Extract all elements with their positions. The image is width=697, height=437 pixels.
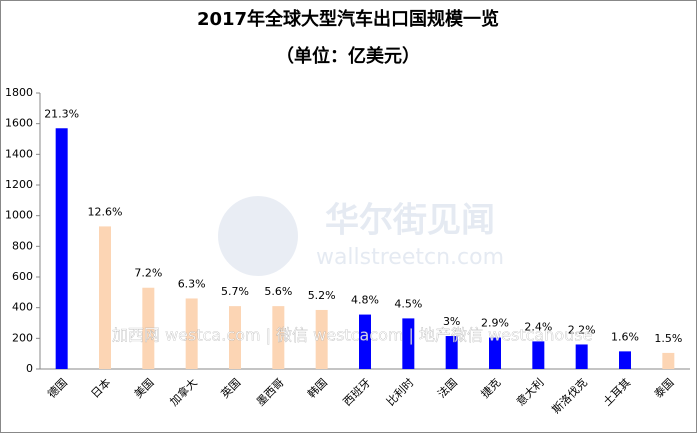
data-label: 2.9%	[481, 317, 509, 330]
y-tick-label: 1200	[5, 178, 33, 191]
y-tick-label: 1800	[5, 86, 33, 99]
bar	[662, 352, 675, 369]
bar	[445, 336, 458, 369]
y-tick-label: 200	[12, 331, 33, 344]
y-tick-label: 400	[12, 301, 33, 314]
bar	[142, 287, 155, 369]
bar	[402, 318, 415, 369]
y-tick-label: 1000	[5, 209, 33, 222]
data-label: 21.3%	[44, 107, 79, 120]
y-tick-label: 0	[26, 362, 33, 375]
chart-title: 2017年全球大型汽车出口国规模一览	[197, 8, 499, 30]
bar	[55, 128, 68, 369]
data-label: 6.3%	[178, 277, 206, 290]
data-label: 2.2%	[568, 323, 596, 336]
bar	[229, 306, 241, 369]
chart-subtitle: （单位：亿美元）	[276, 45, 420, 67]
bar	[185, 298, 198, 369]
data-label: 1.5%	[654, 332, 682, 345]
bar	[489, 337, 501, 369]
data-label: 5.6%	[264, 285, 292, 298]
watermark-logo	[218, 196, 298, 276]
bar	[575, 344, 588, 369]
data-label: 5.7%	[221, 285, 249, 298]
data-label: 12.6%	[88, 205, 123, 218]
bar	[619, 351, 631, 369]
data-label: 1.6%	[611, 330, 639, 343]
watermark: 华尔街见闻	[325, 201, 495, 241]
data-label: 5.2%	[308, 289, 336, 302]
data-label: 2.4%	[524, 320, 552, 333]
data-label: 4.8%	[351, 294, 379, 307]
bar	[532, 341, 545, 369]
data-label: 7.2%	[134, 267, 162, 280]
y-tick-label: 600	[12, 270, 33, 283]
y-tick-label: 800	[12, 239, 33, 252]
y-tick-label: 1400	[5, 147, 33, 160]
bar	[359, 314, 371, 369]
data-label: 4.5%	[394, 297, 422, 310]
watermark: 加西网 westca.com | 微信 westcacom | 地产微信 wes…	[112, 326, 593, 345]
data-label: 3%	[443, 315, 460, 328]
bar	[272, 306, 285, 369]
y-tick-label: 1600	[5, 117, 33, 130]
watermark: wallstreetcn.com	[316, 245, 504, 270]
bar	[99, 226, 111, 369]
bar	[315, 309, 328, 369]
